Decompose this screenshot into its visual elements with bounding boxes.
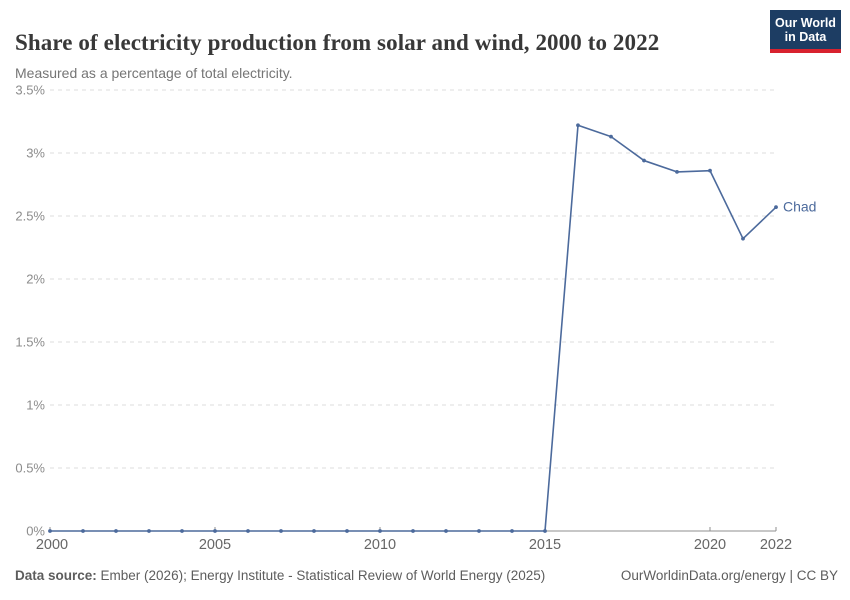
data-point[interactable] [246, 529, 250, 533]
data-point[interactable] [477, 529, 481, 533]
data-point[interactable] [180, 529, 184, 533]
chart-title: Share of electricity production from sol… [15, 30, 660, 56]
y-axis-tick-label: 3% [26, 146, 45, 161]
data-source-note: Data source: Ember (2026); Energy Instit… [15, 568, 545, 583]
data-point[interactable] [576, 123, 580, 128]
x-axis-tick-label: 2015 [529, 537, 561, 553]
y-axis-tick-label: 0.5% [15, 461, 45, 476]
data-point[interactable] [675, 170, 679, 174]
data-point[interactable] [279, 529, 283, 533]
series-line[interactable] [50, 124, 777, 532]
chart-footer: Data source: Ember (2026); Energy Instit… [15, 568, 838, 583]
data-source-label: Data source: [15, 568, 97, 583]
data-point[interactable] [510, 529, 514, 533]
data-point[interactable] [642, 158, 646, 163]
data-point[interactable] [345, 529, 349, 533]
owid-logo-line1: Our World [775, 16, 836, 30]
y-axis-tick-label: 2% [26, 272, 45, 287]
data-source-text: Ember (2026); Energy Institute - Statist… [96, 568, 546, 583]
y-axis-tick-label: 2.5% [15, 209, 45, 224]
series-label-chad[interactable]: Chad [783, 199, 816, 215]
data-point[interactable] [147, 529, 151, 533]
credit-link[interactable]: OurWorldinData.org/energy | CC BY [620, 568, 838, 583]
data-point[interactable] [444, 529, 448, 533]
y-axis-tick-label: 1.5% [15, 335, 45, 350]
data-point[interactable] [543, 529, 547, 533]
data-point[interactable] [378, 529, 382, 533]
data-point[interactable] [312, 529, 316, 533]
x-axis-tick-label: 2010 [364, 537, 396, 553]
y-axis-tick-label: 0% [26, 524, 45, 539]
data-point[interactable] [411, 529, 415, 533]
y-axis-tick-label: 1% [26, 398, 45, 413]
data-point[interactable] [114, 529, 118, 533]
data-point[interactable] [81, 529, 85, 533]
data-point[interactable] [708, 168, 712, 173]
owid-logo-line2: in Data [784, 30, 827, 44]
x-axis-tick-label: 2000 [36, 537, 68, 553]
data-point[interactable] [48, 529, 52, 533]
x-axis-tick-label: 2005 [199, 537, 231, 553]
y-axis-tick-label: 3.5% [15, 83, 45, 98]
owid-logo[interactable]: Our World in Data [770, 10, 841, 53]
data-point[interactable] [741, 236, 745, 241]
data-point[interactable] [213, 529, 217, 533]
chart-subtitle: Measured as a percentage of total electr… [15, 65, 293, 81]
data-point[interactable] [609, 134, 613, 139]
data-point[interactable] [774, 205, 778, 210]
x-axis-tick-label: 2022 [760, 537, 792, 553]
x-axis-tick-label: 2020 [694, 537, 726, 553]
